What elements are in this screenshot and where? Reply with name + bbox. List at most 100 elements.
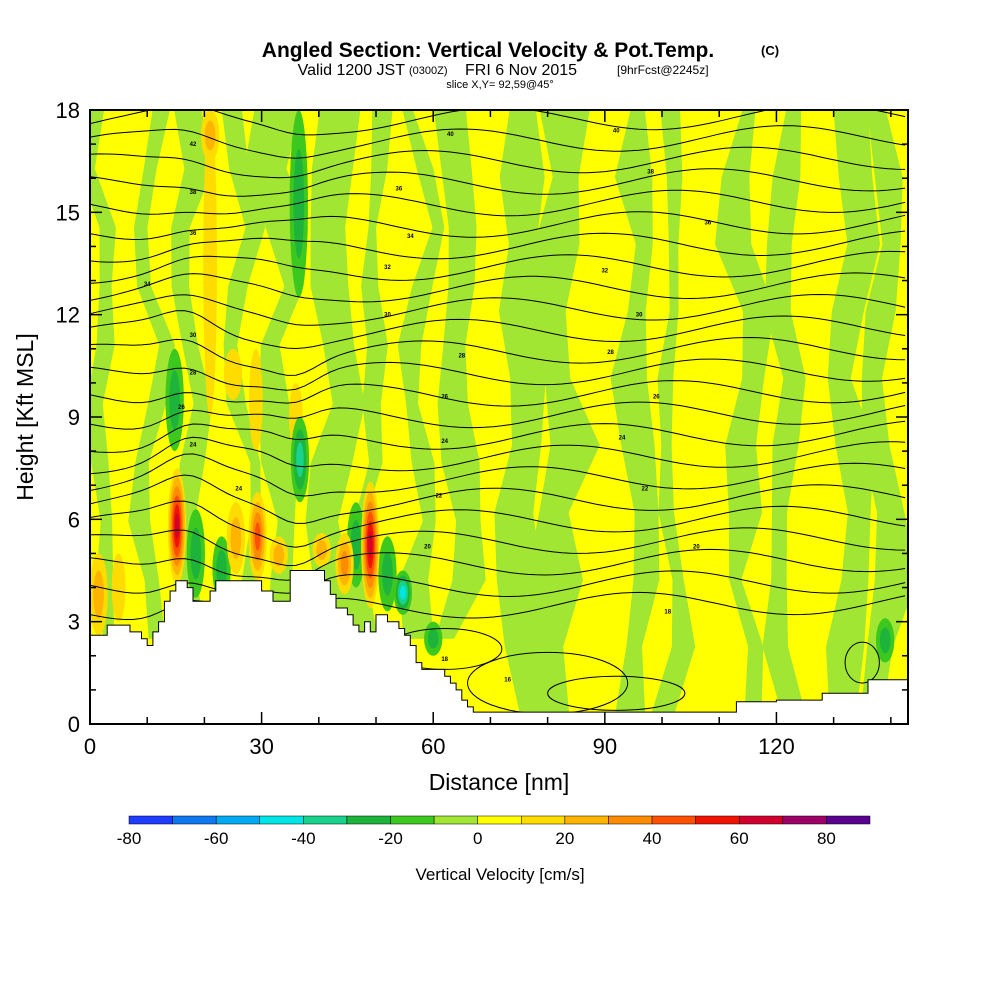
colorbar-swatch — [608, 815, 653, 825]
velocity-cells — [90, 110, 895, 663]
isentrope — [90, 336, 906, 376]
velocity-band — [249, 348, 263, 452]
velocity-bands — [90, 110, 908, 714]
isentrope-label: 40 — [447, 132, 454, 138]
velocity-band — [525, 110, 600, 714]
colorbar-tick-label: 80 — [817, 829, 836, 848]
velocity-band — [651, 110, 696, 714]
isentrope-label: 26 — [653, 395, 660, 401]
isentropes — [90, 110, 906, 715]
velocity-band — [203, 110, 217, 417]
y-axis: 0 3 6 9 12 15 18 — [56, 98, 908, 737]
valid-time: Valid 1200 JST — [298, 62, 406, 79]
isentrope-label: 22 — [642, 487, 649, 493]
velocity-band — [860, 110, 908, 714]
isentrope-label: 24 — [190, 442, 197, 448]
colorbar-tick-label: 20 — [555, 829, 574, 848]
isentrope-label: 34 — [407, 234, 414, 240]
x-tick-label: 90 — [593, 734, 617, 759]
colorbar-swatch — [521, 815, 566, 825]
colorbar-swatch — [826, 815, 871, 825]
updraft-cell — [368, 531, 373, 559]
isentrope — [90, 401, 906, 430]
isentrope — [90, 189, 906, 217]
colorbar-tick-label: -40 — [291, 829, 316, 848]
y-tick-label: 18 — [56, 98, 80, 123]
downdraft-cell — [382, 552, 393, 596]
isentrope — [90, 250, 906, 284]
velocity-band — [715, 110, 775, 714]
x-axis-label: Distance [nm] — [429, 769, 570, 795]
colorbar-swatch — [172, 815, 217, 825]
updraft-cell — [340, 551, 349, 577]
isentrope-label: 42 — [190, 142, 197, 148]
updraft-cell — [316, 540, 328, 560]
colorbar-tick-label: -20 — [378, 829, 403, 848]
isentrope-label: 26 — [441, 395, 448, 401]
updraft-cell — [204, 120, 216, 151]
colorbar-swatch — [564, 815, 609, 825]
isentrope-label: 22 — [436, 493, 443, 499]
isentrope — [90, 358, 906, 391]
isentrope — [90, 272, 906, 303]
colorbar-swatch — [477, 815, 522, 825]
y-tick-label: 6 — [68, 507, 80, 532]
y-tick-label: 0 — [68, 712, 80, 737]
y-tick-label: 15 — [56, 200, 80, 225]
isentrope-label: 28 — [458, 354, 465, 360]
valid-date: FRI 6 Nov 2015 — [465, 62, 577, 79]
isentrope-labels: 42 40 40 38 38 36 36 36 34 34 32 32 30 30 30 28 28 28 26 26… — [144, 128, 712, 683]
isentrope-label: 20 — [424, 545, 431, 551]
isentrope-label: 16 — [504, 678, 511, 684]
isentrope — [90, 453, 906, 497]
isentrope — [90, 474, 906, 524]
velocity-band — [397, 110, 445, 639]
colorbar-tick-label: -60 — [204, 829, 229, 848]
x-tick-label: 30 — [249, 734, 273, 759]
y-tick-label: 12 — [56, 303, 80, 328]
colorbar: -80 -60 -40 -20 0 20 40 60 80 — [117, 815, 871, 848]
isentrope — [90, 548, 906, 581]
isentrope — [90, 293, 906, 326]
isentrope — [547, 675, 686, 711]
isentrope-label: 24 — [235, 487, 242, 493]
isentrope-label: 30 — [190, 333, 197, 339]
isentrope-label: 24 — [441, 439, 448, 445]
colorbar-swatch — [259, 815, 304, 825]
isentrope-label: 30 — [636, 313, 643, 319]
forecast-tag: [9hrFcst@2245z] — [617, 63, 709, 77]
isentrope-label: 20 — [693, 545, 700, 551]
isentrope-label: 28 — [190, 371, 197, 377]
downdraft-cell — [169, 370, 180, 430]
velocity-band — [826, 110, 881, 714]
plot-area: 42 40 40 38 38 36 36 36 34 34 32 32 30 30 30 28 28 28 26 26… — [90, 110, 908, 724]
velocity-band — [349, 110, 393, 639]
downdraft-cell — [216, 549, 227, 588]
x-axis: 0 30 60 90 120 — [84, 110, 892, 759]
updraft-cell — [273, 544, 285, 567]
isentrope-label: 18 — [664, 609, 671, 615]
isentrope — [90, 110, 906, 136]
y-tick-label: 3 — [68, 610, 80, 635]
chart-title-suffix: (C) — [761, 43, 779, 58]
velocity-band — [762, 110, 806, 714]
isentrope-label: 26 — [178, 405, 185, 411]
colorbar-swatch — [782, 815, 827, 825]
colorbar-swatch — [390, 815, 435, 825]
colorbar-swatch — [738, 815, 784, 825]
y-axis-label: Height [Kft MSL] — [12, 333, 38, 500]
isentrope — [90, 500, 906, 548]
colorbar-swatch — [695, 815, 740, 825]
y-tick-label: 9 — [68, 405, 80, 430]
isentrope-label: 18 — [441, 657, 448, 663]
isentrope-label: 32 — [601, 268, 608, 274]
isentrope-label: 28 — [607, 350, 614, 356]
downdraft-cell — [879, 627, 891, 654]
x-tick-label: 120 — [758, 734, 795, 759]
isentrope — [90, 146, 906, 179]
isentrope — [90, 230, 906, 263]
isentrope-label: 38 — [647, 169, 654, 175]
updraft-cell — [93, 570, 104, 619]
isentrope — [90, 211, 906, 241]
